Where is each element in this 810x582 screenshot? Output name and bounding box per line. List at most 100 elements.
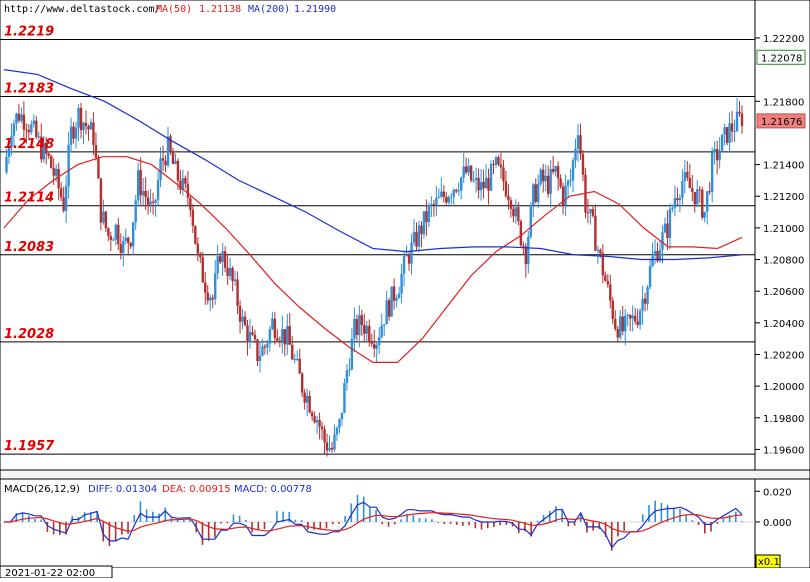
candle-body (305, 395, 309, 403)
candle-body (184, 177, 187, 184)
candle-body (102, 211, 105, 223)
candle-body (733, 131, 736, 133)
candle-body (643, 298, 647, 304)
candle-body (579, 135, 582, 154)
candle-body (556, 166, 560, 179)
candle-body (715, 148, 719, 161)
candle-body (425, 211, 428, 223)
candle-body (340, 412, 344, 420)
source-url[interactable]: http://www.deltastock.com/ (4, 4, 161, 15)
candle-body (216, 256, 219, 274)
candle-body (594, 215, 597, 251)
candle-body (343, 383, 346, 413)
candle-body (402, 256, 406, 274)
candle-body (633, 315, 637, 322)
candle-body (559, 178, 562, 187)
candle-body (298, 358, 301, 374)
candle-body (591, 209, 595, 216)
candle-body (599, 249, 602, 254)
candle-body (397, 293, 401, 299)
candle-body (323, 429, 326, 443)
svg-text:x0.1: x0.1 (758, 557, 780, 568)
candle-body (330, 447, 334, 450)
candle-body (676, 198, 679, 201)
candle-body (542, 169, 545, 182)
candle-body (738, 111, 741, 114)
candle-body (601, 253, 605, 276)
candle-body (527, 236, 530, 265)
candle-body (338, 419, 341, 428)
candle-body (144, 190, 147, 198)
candlesticks (5, 98, 744, 457)
candle-body (445, 197, 448, 203)
candle-body (132, 222, 135, 247)
macd-tick-label: 0.000 (763, 518, 792, 529)
candle-body (616, 328, 619, 338)
candle-body (469, 165, 473, 181)
candle-body (109, 236, 113, 240)
candle-body (519, 221, 523, 246)
candle-body (537, 183, 540, 202)
candle-body (258, 355, 262, 361)
candle-body (7, 147, 11, 157)
candle-body (124, 237, 127, 241)
macd-diff-label: DIFF: 0.01304 (88, 484, 157, 495)
candle-body (380, 325, 383, 338)
candle-body (318, 419, 321, 427)
candle-body (22, 114, 26, 130)
candle-body (139, 170, 142, 196)
candle-body (191, 209, 195, 226)
candle-body (231, 268, 234, 282)
candle-body (378, 337, 381, 346)
candle-body (320, 426, 324, 430)
candle-body (42, 142, 45, 160)
candle-body (546, 175, 550, 194)
price-tick-label: 1.20200 (763, 350, 804, 361)
candle-body (549, 168, 552, 194)
candle-body (104, 211, 108, 229)
candle-body (373, 343, 376, 349)
price-axis-ticks: 1.22200 1.21800 1.21400 1.21200 1.21000 1.208… (755, 34, 804, 456)
candle-body (430, 204, 433, 206)
candle-body (20, 114, 23, 121)
candle-body (651, 255, 654, 267)
candle-body (653, 251, 657, 256)
candle-body (308, 395, 311, 413)
candle-body (621, 316, 624, 332)
candle-body (166, 136, 170, 166)
price-tick-label: 1.19600 (763, 445, 804, 456)
level-label: 1.2219 (4, 25, 54, 40)
candle-body (72, 126, 75, 139)
candle-body (678, 197, 682, 201)
candle-body (32, 120, 36, 125)
candle-body (154, 199, 157, 203)
candle-body (400, 273, 403, 294)
candle-body (256, 339, 259, 361)
candle-body (226, 267, 229, 277)
ma200-value-tag: 1.22078 (756, 49, 806, 65)
candle-body (417, 225, 421, 247)
candle-body (119, 244, 122, 253)
candle-body (576, 135, 580, 149)
panel-divider[interactable] (0, 469, 810, 480)
candle-body (10, 135, 13, 148)
ma50-value: 1.21138 (199, 4, 241, 15)
price-tick-label: 1.19800 (763, 414, 804, 425)
candle-body (569, 180, 572, 182)
candle-body (263, 346, 267, 348)
macd-histogram (15, 494, 743, 551)
candle-body (701, 189, 704, 218)
candle-body (201, 257, 204, 283)
candle-body (12, 123, 16, 136)
candle-body (571, 160, 575, 181)
candle-body (410, 242, 413, 264)
candle-body (57, 168, 60, 189)
candle-body (248, 332, 252, 343)
candle-body (730, 123, 734, 132)
candle-body (360, 315, 364, 326)
price-tick-label: 1.20800 (763, 256, 804, 267)
candle-body (69, 126, 73, 145)
candle-body (82, 122, 85, 131)
candle-body (648, 266, 652, 287)
candle-body (62, 197, 65, 211)
